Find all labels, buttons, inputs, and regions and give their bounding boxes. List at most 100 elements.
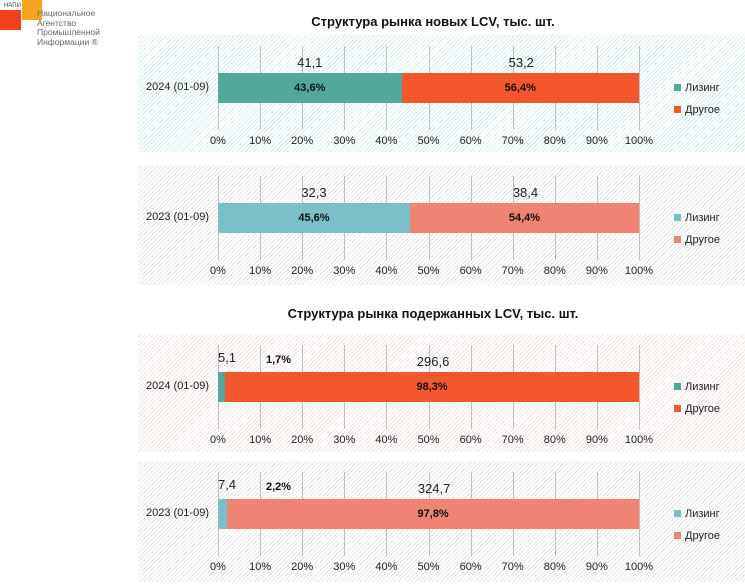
x-tick-label: 30% [333, 434, 356, 446]
bar-pct-label: 2,2% [266, 481, 292, 493]
legend-item-leasing: Лизинг [674, 212, 720, 224]
bar-leasing [218, 372, 226, 402]
bar-leasing [218, 499, 228, 529]
bar-pct-label: 98,3% [416, 381, 448, 393]
x-tick-label: 10% [249, 434, 272, 446]
legend-swatch-icon [674, 383, 681, 390]
x-tick-label: 80% [543, 434, 566, 446]
value-label: 38,4 [512, 185, 539, 200]
bar-leasing [218, 203, 410, 233]
bar-other [225, 372, 639, 402]
x-tick-label: 30% [333, 561, 356, 573]
value-label: 7,4 [217, 477, 237, 492]
value-label: 324,7 [417, 481, 451, 496]
legend-item-other: Другое [674, 530, 720, 542]
legend-label: Лизинг [685, 508, 720, 520]
x-tick-label: 50% [417, 434, 440, 446]
x-tick-label: 60% [459, 561, 482, 573]
x-tick-label: 50% [417, 561, 440, 573]
x-tick-label: 20% [291, 561, 314, 573]
bar-other [401, 73, 639, 103]
x-tick-label: 0% [210, 561, 226, 573]
x-tick-label: 100% [624, 135, 654, 147]
x-tick-label: 90% [585, 561, 608, 573]
new-lcv-title: Структура рынка новых LCV, тыс. шт. [311, 14, 555, 29]
x-tick-label: 90% [585, 135, 608, 147]
x-tick-label: 80% [543, 561, 566, 573]
logo-abbr: НАПИ [4, 3, 21, 9]
bar-leasing [218, 73, 402, 103]
legend-label: Лизинг [685, 212, 720, 224]
x-tick-label: 50% [417, 135, 440, 147]
x-tick-label: 30% [333, 265, 356, 277]
chart-used-2023: 0% 10% 20% 30% 40% 50% 60% 70% 80% 90% 100% 2023 (0… [138, 461, 745, 582]
x-tick-label: 60% [459, 434, 482, 446]
x-tick-label: 50% [417, 265, 440, 277]
bar-pct-label: 54,4% [508, 212, 541, 224]
x-tick-label: 60% [459, 135, 482, 147]
legend-item-leasing: Лизинг [674, 82, 720, 94]
legend-item-other: Другое [674, 403, 720, 415]
legend-label: Другое [685, 234, 720, 246]
x-tick-label: 80% [543, 135, 566, 147]
category-label: 2024 (01-09) [146, 81, 209, 93]
value-label: 296,6 [416, 354, 450, 369]
x-tick-label: 90% [585, 265, 608, 277]
chart-new-2023: 0% 10% 20% 30% 40% 50% 60% 70% 80% 90% 100% 2023 (0… [138, 165, 745, 285]
legend-label: Другое [685, 104, 720, 116]
legend-swatch-icon [674, 405, 681, 412]
x-tick-label: 10% [249, 265, 272, 277]
chart-used-2024: 0% 10% 20% 30% 40% 50% 60% 70% 80% 90% 100% 2024 (0… [138, 334, 745, 452]
x-tick-label: 90% [585, 434, 608, 446]
x-tick-label: 40% [375, 135, 398, 147]
x-tick-label: 80% [543, 265, 566, 277]
bar-pct-label: 45,6% [298, 212, 330, 224]
legend-item-other: Другое [674, 104, 720, 116]
x-tick-label: 20% [291, 135, 314, 147]
x-tick-label: 100% [624, 561, 654, 573]
legend-swatch-icon [674, 106, 681, 113]
x-tick-label: 70% [501, 561, 524, 573]
legend-item-leasing: Лизинг [674, 381, 720, 393]
legend-label: Лизинг [685, 381, 720, 393]
legend-swatch-icon [674, 532, 681, 539]
x-tick-label: 40% [375, 561, 398, 573]
legend-swatch-icon [674, 236, 681, 243]
value-label: 32,3 [301, 185, 327, 200]
legend-label: Лизинг [685, 82, 720, 94]
logo-name: Национальное Агентство Промышленной Инфо… [37, 8, 100, 47]
legend-swatch-icon [674, 510, 681, 517]
x-tick-label: 70% [501, 135, 524, 147]
category-label: 2024 (01-09) [146, 380, 209, 392]
value-label: 5,1 [217, 350, 237, 365]
category-label: 2023 (01-09) [146, 507, 209, 519]
x-tick-label: 60% [459, 265, 482, 277]
bar-pct-label: 1,7% [266, 354, 292, 366]
gridline [639, 472, 640, 556]
x-tick-label: 100% [624, 265, 654, 277]
x-tick-label: 0% [210, 265, 226, 277]
chart-new-2024: 0% 10% 20% 30% 40% 50% 60% 70% 80% 90% 100% 2024 (0… [138, 35, 745, 152]
value-label: 53,2 [508, 55, 534, 70]
legend-label: Другое [685, 530, 720, 542]
legend-item-other: Другое [674, 234, 720, 246]
gridline [639, 46, 640, 130]
x-tick-label: 20% [291, 265, 314, 277]
legend-label: Другое [685, 403, 720, 415]
gridline [639, 176, 640, 260]
x-tick-label: 40% [375, 265, 398, 277]
legend-swatch-icon [674, 214, 681, 221]
bar-other [409, 203, 639, 233]
used-lcv-title: Структура рынка подержанных LCV, тыс. шт… [287, 306, 579, 321]
legend-swatch-icon [674, 84, 681, 91]
category-label: 2023 (01-09) [146, 211, 209, 223]
bar-pct-label: 97,8% [417, 508, 449, 520]
value-label: 41,1 [297, 55, 323, 70]
x-tick-label: 20% [291, 434, 314, 446]
x-tick-label: 70% [501, 265, 524, 277]
legend-item-leasing: Лизинг [674, 508, 720, 520]
gridline [639, 345, 640, 429]
x-tick-label: 10% [249, 135, 272, 147]
bar-other [227, 499, 639, 529]
x-tick-label: 10% [249, 561, 272, 573]
